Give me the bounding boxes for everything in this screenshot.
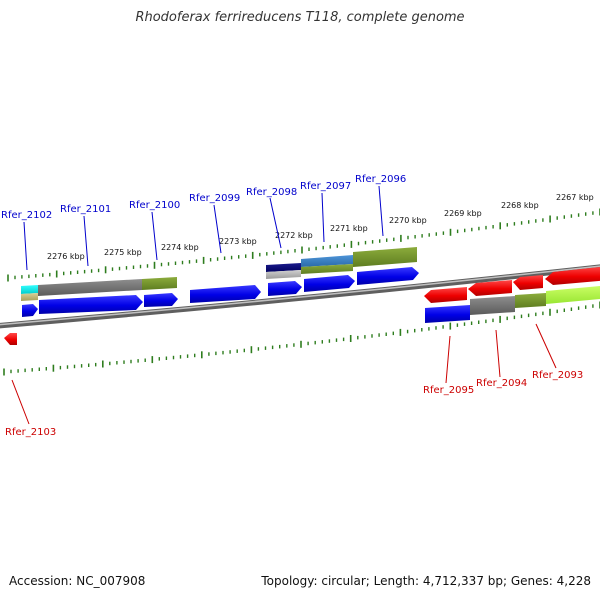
gene-label-rfer-2102[interactable]: Rfer_2102 — [1, 210, 52, 221]
scale-label: 2270 kbp — [389, 216, 427, 225]
gene-label-rfer-2097[interactable]: Rfer_2097 — [300, 181, 351, 192]
scale-label: 2274 kbp — [161, 243, 199, 252]
upper-feature-track — [21, 247, 417, 301]
scale-label: 2273 kbp — [219, 237, 257, 246]
gene-arrow-rfer-2101[interactable] — [39, 295, 143, 314]
map-title: Rhodoferax ferrireducens T118, complete … — [135, 10, 465, 25]
gene-arrow-rfer-2100[interactable] — [144, 293, 178, 307]
scale-label: 2269 kbp — [444, 209, 482, 218]
gene-arrow-rfer-2103[interactable] — [4, 333, 17, 345]
gene-arrow-rfer-2093[interactable] — [513, 275, 543, 290]
feature-block — [470, 296, 515, 315]
gene-labels: Rfer_2102 Rfer_2101 Rfer_2100 Rfer_2099 … — [1, 174, 583, 438]
gene-arrow-red-partial[interactable] — [545, 266, 600, 285]
gene-arrow-rfer-2097[interactable] — [304, 275, 355, 292]
gene-arrow-rfer-2102[interactable] — [22, 304, 38, 317]
gene-label-rfer-2100[interactable]: Rfer_2100 — [129, 200, 180, 211]
feature-block — [301, 264, 353, 274]
leader-line — [445, 335, 451, 384]
scale-labels: 2267 kbp 2268 kbp 2269 kbp 2270 kbp 2271… — [47, 193, 594, 261]
scale-label: 2267 kbp — [556, 193, 594, 202]
leader-line — [535, 323, 557, 369]
gene-label-rfer-2093[interactable]: Rfer_2093 — [532, 370, 583, 381]
gene-label-rfer-2099[interactable]: Rfer_2099 — [189, 193, 240, 204]
scale-label: 2268 kbp — [501, 201, 539, 210]
leader-line — [321, 192, 325, 243]
forward-strand — [22, 267, 419, 317]
gene-label-rfer-2094[interactable]: Rfer_2094 — [476, 378, 527, 389]
genome-backbone — [0, 264, 600, 329]
feature-block — [266, 263, 301, 272]
feature-block — [21, 293, 38, 301]
gene-arrow-rfer-2098[interactable] — [268, 281, 302, 296]
lower-tick-ring — [3, 301, 600, 376]
leader-line — [495, 329, 501, 378]
gene-arrow-rfer-2095[interactable] — [424, 287, 467, 303]
feature-block — [546, 285, 600, 304]
feature-block — [142, 277, 177, 290]
leader-line — [11, 379, 30, 425]
scale-label: 2275 kbp — [104, 248, 142, 257]
topology-text: Topology: circular; Length: 4,712,337 bp… — [261, 574, 591, 588]
gene-label-rfer-2101[interactable]: Rfer_2101 — [60, 204, 111, 215]
feature-block — [38, 279, 142, 296]
gene-leader-lines — [11, 185, 557, 425]
gene-arrow-rfer-2094[interactable] — [468, 280, 512, 296]
upper-tick-ring — [7, 208, 600, 282]
reverse-strand — [4, 266, 600, 345]
scale-label: 2276 kbp — [47, 252, 85, 261]
leader-line — [23, 221, 28, 271]
gene-arrow-rfer-2099[interactable] — [190, 285, 261, 303]
lower-feature-track — [425, 285, 600, 323]
leader-line — [269, 197, 282, 249]
feature-block — [515, 293, 546, 308]
leader-line — [378, 185, 384, 237]
accession-text: Accession: NC_007908 — [9, 574, 146, 588]
leader-line — [83, 215, 89, 267]
feature-block — [301, 255, 353, 267]
leader-line — [151, 211, 158, 261]
feature-block — [21, 285, 38, 294]
genome-backbone-highlight — [0, 265, 600, 326]
gene-arrow-rfer-2096[interactable] — [357, 267, 419, 285]
feature-block — [353, 247, 417, 267]
gene-label-rfer-2095[interactable]: Rfer_2095 — [423, 385, 474, 396]
feature-block — [266, 270, 301, 279]
leader-line — [213, 204, 222, 254]
gene-label-rfer-2098[interactable]: Rfer_2098 — [246, 187, 297, 198]
gene-label-rfer-2096[interactable]: Rfer_2096 — [355, 174, 406, 185]
scale-label: 2272 kbp — [275, 231, 313, 240]
gene-arrow-blue-lower[interactable] — [425, 305, 470, 323]
gene-label-rfer-2103[interactable]: Rfer_2103 — [5, 427, 56, 438]
scale-label: 2271 kbp — [330, 224, 368, 233]
